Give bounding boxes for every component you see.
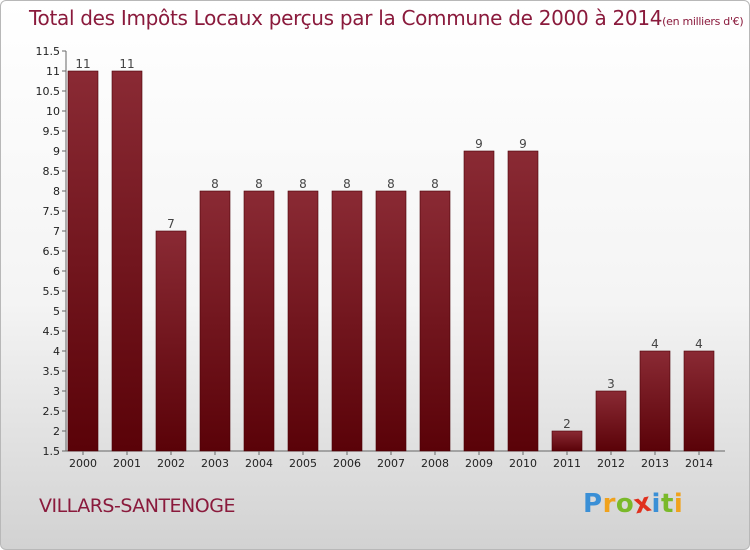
y-tick-label: 9.5	[43, 125, 61, 138]
x-tick-label-2012: 2012	[597, 457, 625, 470]
data-label-2012: 3	[607, 377, 615, 391]
y-tick-label: 2	[53, 425, 60, 438]
bar-2008	[419, 190, 451, 452]
bar-2000	[67, 70, 99, 452]
data-label-2007: 8	[387, 177, 395, 191]
data-label-2002: 7	[167, 217, 175, 231]
data-label-2010: 9	[519, 137, 527, 151]
y-tick-label: 7	[53, 225, 60, 238]
y-tick-label: 6	[53, 265, 60, 278]
bar-2013	[639, 350, 671, 452]
x-tick-label-2001: 2001	[113, 457, 141, 470]
logo-letter: P	[583, 489, 603, 519]
commune-name: VILLARS-SANTENOGE	[39, 495, 235, 517]
x-tick-label-2003: 2003	[201, 457, 229, 470]
bar-2007	[375, 190, 407, 452]
data-label-2000: 11	[75, 57, 90, 71]
x-tick-label-2009: 2009	[465, 457, 493, 470]
bar-2003	[199, 190, 231, 452]
x-tick-label-2007: 2007	[377, 457, 405, 470]
bar-2005	[287, 190, 319, 452]
data-label-2003: 8	[211, 177, 219, 191]
bar-2011	[551, 430, 583, 452]
data-label-2005: 8	[299, 177, 307, 191]
bar-2001	[111, 70, 143, 452]
bar-2006	[331, 190, 363, 452]
x-tick-label-2005: 2005	[289, 457, 317, 470]
y-tick-label: 3	[53, 385, 60, 398]
y-tick-label: 9	[53, 145, 60, 158]
y-tick-label: 8	[53, 185, 60, 198]
y-tick-label: 5.5	[43, 285, 61, 298]
y-tick-label: 10.5	[36, 85, 61, 98]
y-tick-label: 2.5	[43, 405, 61, 418]
data-label-2004: 8	[255, 177, 263, 191]
y-tick-label: 1.5	[43, 445, 61, 458]
chart-title-unit: (en milliers d'€)	[662, 15, 744, 28]
x-tick-label-2008: 2008	[421, 457, 449, 470]
bar-2010	[507, 150, 539, 452]
data-label-2006: 8	[343, 177, 351, 191]
logo-letter: i	[673, 489, 684, 519]
chart-title-main: Total des Impôts Locaux perçus par la Co…	[29, 6, 663, 30]
x-tick-label-2004: 2004	[245, 457, 273, 470]
y-tick-label: 4	[53, 345, 60, 358]
data-label-2014: 4	[695, 337, 703, 351]
data-label-2011: 2	[563, 417, 571, 431]
data-label-2009: 9	[475, 137, 483, 151]
bar-2002	[155, 230, 187, 452]
y-tick-label: 7.5	[43, 205, 61, 218]
x-tick-label-2000: 2000	[69, 457, 97, 470]
y-tick-label: 4.5	[43, 325, 61, 338]
y-tick-label: 11	[46, 65, 60, 78]
chart-title: Total des Impôts Locaux perçus par la Co…	[29, 6, 744, 30]
x-tick-label-2014: 2014	[685, 457, 713, 470]
logo-letter: o	[615, 489, 635, 519]
x-tick-label-2010: 2010	[509, 457, 537, 470]
y-tick-label: 3.5	[43, 365, 61, 378]
x-tick-label-2006: 2006	[333, 457, 361, 470]
y-tick-label: 8.5	[43, 165, 61, 178]
data-label-2001: 11	[119, 57, 134, 71]
x-tick-label-2011: 2011	[553, 457, 581, 470]
bar-2009	[463, 150, 495, 452]
y-tick-label: 6.5	[43, 245, 61, 258]
y-tick-label: 10	[46, 105, 60, 118]
logo-letter: i	[651, 489, 661, 519]
x-tick-label-2013: 2013	[641, 457, 669, 470]
bar-2012	[595, 390, 627, 452]
x-tick-label-2002: 2002	[157, 457, 185, 470]
data-label-2013: 4	[651, 337, 659, 351]
y-tick-label: 5	[53, 305, 60, 318]
y-tick-label: 11.5	[36, 45, 61, 58]
logo-letter: r	[602, 489, 616, 519]
logo-letter: t	[660, 489, 674, 519]
proxiti-logo: Proxiti	[583, 488, 684, 521]
data-label-2008: 8	[431, 177, 439, 191]
bar-2014	[683, 350, 715, 452]
bar-2004	[243, 190, 275, 452]
